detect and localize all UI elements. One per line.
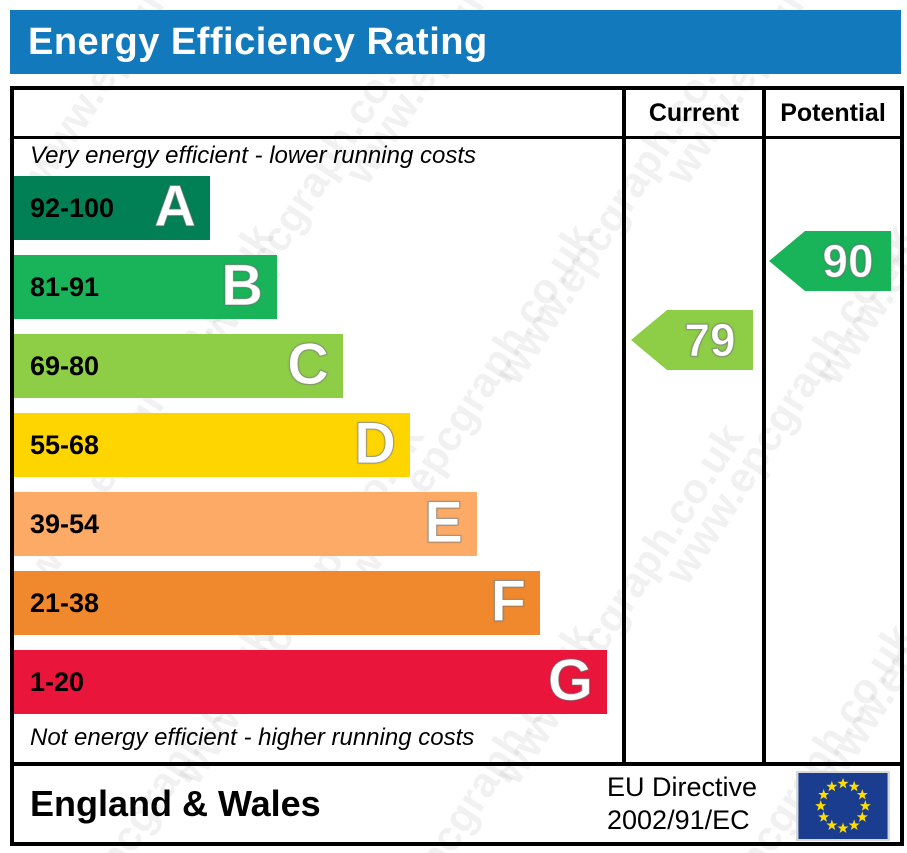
current-rating-arrow: 79	[631, 310, 753, 370]
eu-directive-label: EU Directive 2002/91/EC	[607, 771, 757, 837]
rating-table: Current Potential Very energy efficient …	[10, 86, 904, 846]
band-grade-letter: E	[424, 490, 464, 555]
band-range-label: 92-100	[30, 193, 115, 223]
potential-rating-value: 90	[822, 235, 874, 288]
current-rating-value: 79	[684, 314, 736, 367]
band-row-c: 69-80 C	[14, 332, 622, 398]
footer-divider	[14, 762, 900, 766]
potential-arrow-shape	[769, 231, 891, 291]
band-grade-letter: F	[490, 569, 526, 634]
band-bar-f: 21-38 F	[14, 569, 540, 635]
band-range-label: 39-54	[30, 509, 100, 539]
band-range-label: 21-38	[30, 588, 100, 618]
top-caption: Very energy efficient - lower running co…	[30, 142, 476, 169]
band-range-label: 69-80	[30, 351, 100, 381]
band-row-a: 92-100 A	[14, 174, 622, 240]
band-grade-letter: D	[354, 411, 397, 476]
eu-directive-line2: 2002/91/EC	[607, 805, 750, 835]
band-grade-letter: B	[221, 253, 264, 318]
current-arrow-shape	[631, 310, 753, 370]
band-bar-c: 69-80 C	[14, 332, 343, 398]
band-bar-e: 39-54 E	[14, 490, 477, 556]
band-bar-d: 55-68 D	[14, 411, 410, 477]
current-column-header: Current	[648, 98, 740, 127]
eu-flag-icon	[796, 771, 890, 841]
footer: England & Wales EU Directive 2002/91/EC	[14, 766, 900, 842]
page-title: Energy Efficiency Rating	[28, 20, 488, 63]
band-range-label: 55-68	[30, 430, 100, 460]
band-bar-g: 1-20 G	[14, 648, 607, 714]
column-divider-current	[622, 90, 626, 762]
column-divider-potential	[762, 90, 766, 762]
potential-rating-arrow: 90	[769, 231, 891, 291]
band-row-d: 55-68 D	[14, 411, 622, 477]
band-range-label: 1-20	[30, 667, 85, 697]
bands: 92-100 A 81-91 B 69-80 C 55-68 D 39-54 E 21-38 F 1-2…	[14, 174, 622, 714]
band-bar-a: 92-100 A	[14, 174, 210, 240]
band-range-label: 81-91	[30, 272, 100, 302]
band-row-f: 21-38 F	[14, 569, 622, 635]
header-divider	[14, 136, 900, 139]
eu-directive-line1: EU Directive	[607, 772, 758, 802]
region-label: England & Wales	[30, 783, 321, 824]
band-row-g: 1-20 G	[14, 648, 622, 714]
band-row-e: 39-54 E	[14, 490, 622, 556]
title-bar: Energy Efficiency Rating	[10, 10, 901, 74]
band-bar-b: 81-91 B	[14, 253, 277, 319]
bottom-caption: Not energy efficient - higher running co…	[30, 724, 475, 751]
band-row-b: 81-91 B	[14, 253, 622, 319]
band-grade-letter: C	[287, 332, 330, 397]
band-grade-letter: G	[547, 648, 593, 713]
potential-column-header: Potential	[780, 98, 886, 127]
band-grade-letter: A	[154, 174, 197, 239]
